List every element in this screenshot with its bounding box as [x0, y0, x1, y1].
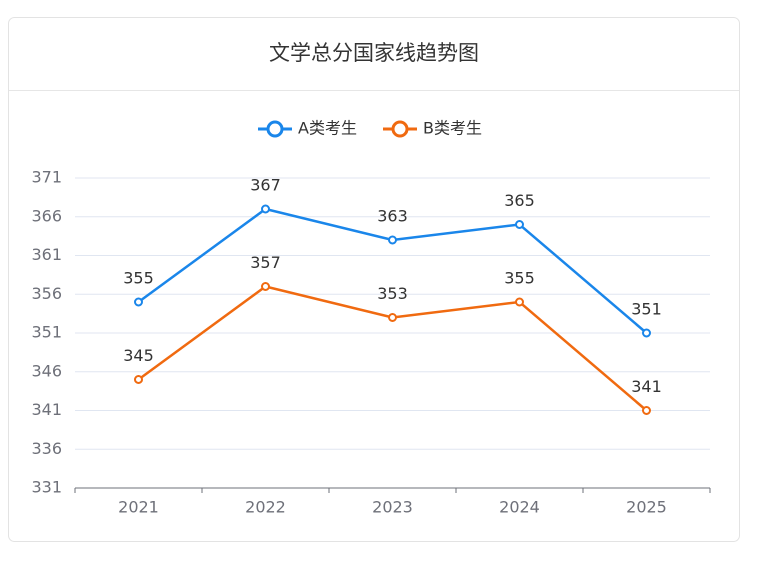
legend-marker — [266, 120, 284, 138]
data-point — [388, 235, 397, 245]
legend-label: A类考生 — [298, 119, 357, 138]
data-point — [134, 297, 143, 307]
x-tick-label: 2024 — [499, 498, 540, 517]
y-tick-label: 361 — [31, 245, 62, 264]
data-label: 355 — [504, 269, 535, 288]
data-label: 353 — [377, 284, 408, 303]
data-point — [388, 313, 397, 322]
data-point — [261, 282, 270, 291]
x-tick-label: 2021 — [118, 498, 159, 517]
legend-label: B类考生 — [423, 119, 482, 138]
data-point — [642, 406, 651, 415]
data-label: 355 — [123, 269, 154, 288]
data-label: 365 — [504, 191, 535, 210]
y-tick-label: 346 — [31, 361, 62, 380]
y-tick-label: 341 — [31, 400, 62, 419]
y-tick-label: 366 — [31, 206, 62, 225]
data-label: 351 — [631, 300, 662, 319]
data-point — [134, 375, 143, 384]
x-tick-label: 2023 — [372, 498, 413, 517]
data-label: 357 — [250, 253, 281, 272]
y-tick-label: 331 — [31, 478, 62, 497]
data-label: 367 — [250, 176, 281, 195]
data-point — [642, 328, 651, 338]
data-point — [515, 220, 524, 229]
data-point — [261, 204, 270, 214]
data-label: 363 — [377, 207, 408, 226]
legend-marker — [391, 120, 409, 138]
x-tick-label: 2025 — [626, 498, 667, 517]
chart-title: 文学总分国家线趋势图 — [269, 41, 479, 65]
card — [8, 17, 740, 542]
y-tick-label: 351 — [31, 323, 62, 342]
y-tick-label: 371 — [31, 168, 62, 187]
y-tick-label: 356 — [31, 284, 62, 303]
data-point — [515, 297, 524, 307]
y-tick-label: 336 — [31, 439, 62, 458]
data-label: 345 — [123, 346, 154, 365]
data-label: 341 — [631, 377, 662, 396]
x-tick-label: 2022 — [245, 498, 286, 517]
